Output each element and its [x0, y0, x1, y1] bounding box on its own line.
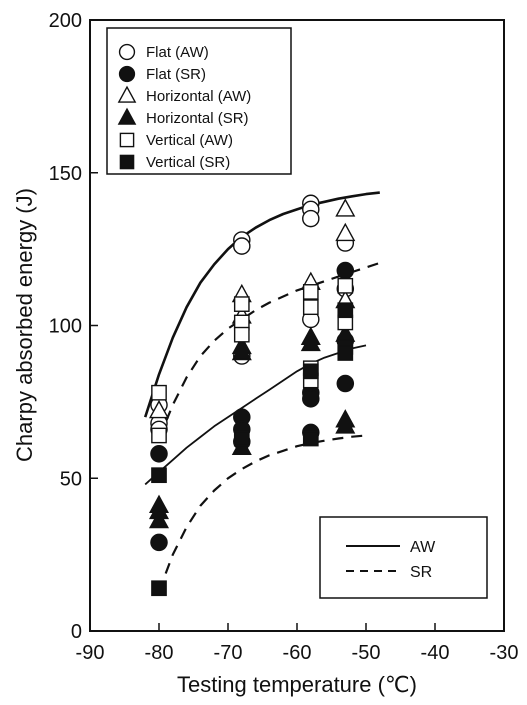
x-tick-label: -80: [145, 642, 174, 664]
point-flat-sr: [150, 445, 168, 463]
point-vertical-sr: [151, 580, 167, 597]
legend-label-vertical-aw: Vertical (AW): [146, 132, 233, 149]
ticks-layer: -90 -80 -70 -60 -50 -40 -30 0 50 100 150 200: [49, 10, 519, 664]
point-horizontal-aw: [148, 399, 170, 419]
point-flat-sr: [336, 374, 355, 393]
point-vertical-sr: [337, 302, 354, 319]
legend-marker-horizontal-aw: [117, 85, 137, 103]
y-tick-label: 150: [49, 163, 82, 185]
line-legend-label-sr: SR: [410, 564, 432, 581]
x-tick-label: -40: [421, 642, 450, 664]
point-vertical-aw: [233, 326, 250, 343]
y-tick-label: 50: [60, 468, 82, 490]
legend-label-flat-sr: Flat (SR): [146, 66, 206, 83]
marker-legend: Flat (AW) Flat (SR) Horizontal (AW) Hori…: [106, 27, 292, 175]
legend-label-horizontal-sr: Horizontal (SR): [146, 110, 249, 127]
legend-marker-vertical-aw: [119, 132, 135, 148]
y-tick-label: 100: [49, 316, 82, 338]
legend-marker-flat-aw: [118, 43, 136, 61]
curve-aw-flat: [143, 191, 380, 418]
point-vertical-aw: [233, 296, 250, 312]
legend-marker-flat-sr: [118, 65, 136, 83]
point-flat-sr: [336, 261, 355, 280]
point-flat-aw: [233, 237, 251, 255]
point-flat-sr: [302, 390, 320, 408]
legend-label-vertical-sr: Vertical (SR): [146, 154, 230, 171]
points-layer: [148, 194, 356, 597]
x-tick-label: -30: [490, 642, 519, 664]
curve-aw-vertical: [144, 344, 367, 486]
point-horizontal-sr: [335, 415, 356, 434]
point-vertical-sr: [233, 430, 250, 447]
point-vertical-aw: [302, 299, 319, 316]
x-tick-label: -90: [76, 642, 105, 664]
point-vertical-sr: [151, 467, 167, 484]
y-axis-title: Charpy absorbed energy (J): [12, 188, 37, 462]
point-vertical-aw: [302, 284, 319, 300]
point-vertical-sr: [302, 363, 319, 380]
point-vertical-sr: [337, 345, 354, 361]
curve-sr-flat: [157, 261, 381, 439]
x-tick-label: -50: [352, 642, 381, 664]
line-legend-label-aw: AW: [410, 539, 436, 556]
point-vertical-aw: [151, 384, 167, 401]
line-legend: AW SR: [319, 516, 488, 599]
curves-layer: [143, 191, 381, 592]
legend-markers: [117, 43, 137, 170]
x-axis-title: Testing temperature (℃): [177, 672, 417, 697]
legend-label-horizontal-aw: Horizontal (AW): [146, 88, 251, 105]
point-flat-sr: [150, 533, 168, 552]
legend-marker-vertical-sr: [119, 154, 135, 170]
point-vertical-aw: [151, 427, 167, 444]
point-vertical-aw: [337, 277, 354, 294]
y-tick-label: 200: [49, 10, 82, 32]
x-tick-label: -60: [283, 642, 312, 664]
point-vertical-sr: [302, 430, 319, 447]
point-horizontal-sr: [231, 341, 252, 361]
legend-label-flat-aw: Flat (AW): [146, 44, 209, 61]
legend-marker-horizontal-sr: [117, 107, 137, 125]
point-horizontal-sr: [300, 332, 321, 352]
point-horizontal-sr: [148, 509, 170, 529]
marker-legend-box: [106, 27, 292, 175]
line-legend-box: [319, 516, 488, 599]
y-tick-label: 0: [71, 621, 82, 643]
point-flat-aw: [302, 209, 320, 228]
point-horizontal-aw: [335, 198, 356, 217]
curve-sr-vertical: [157, 434, 367, 592]
point-horizontal-aw: [335, 222, 356, 242]
x-tick-label: -70: [214, 642, 243, 664]
